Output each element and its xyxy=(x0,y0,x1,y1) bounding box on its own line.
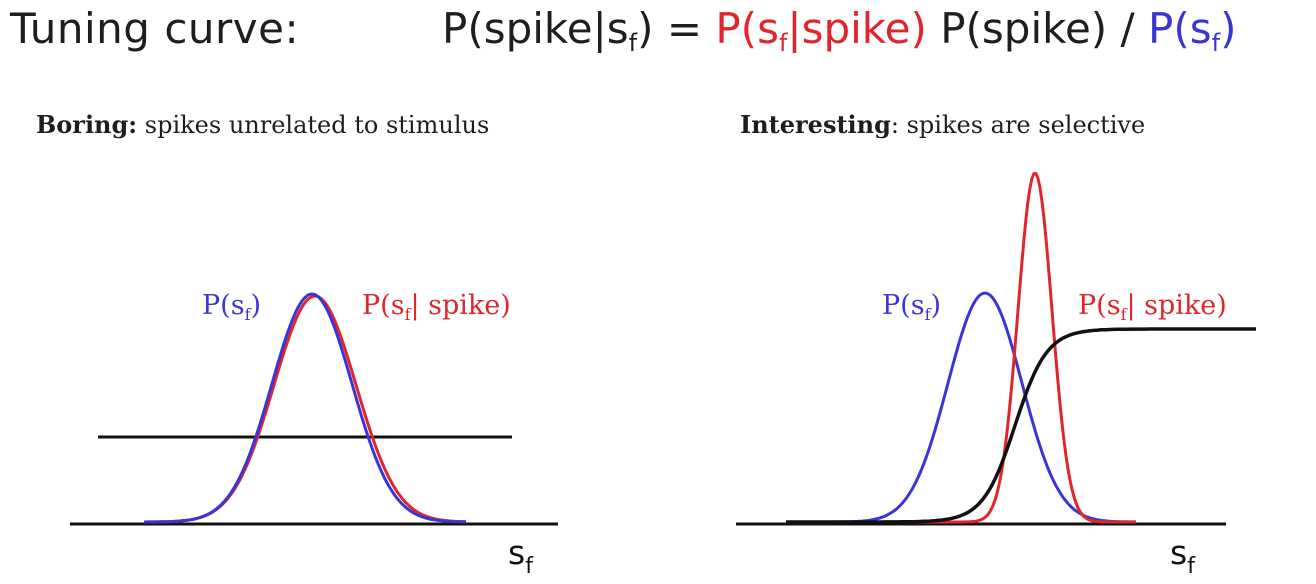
boring-plot: P(sf) P(sf| spike) sf xyxy=(70,290,558,579)
interesting-axis-label: sf xyxy=(1170,533,1196,579)
boring-panel-heading: Boring: spikes unrelated to stimulus xyxy=(36,110,490,139)
boring-axis-label: sf xyxy=(508,533,534,579)
interesting-prior-curve xyxy=(786,291,1136,524)
formula-prior-spike-term: P(spike) / xyxy=(926,4,1149,53)
interesting-sigmoid-tuning-curve xyxy=(786,327,1256,524)
formula-stimulus-prior-term: P(sf) xyxy=(1148,4,1237,57)
boring-prior-curve xyxy=(144,292,467,524)
formula-lhs: P(spike|sf) = xyxy=(442,4,716,57)
boring-prior-label: P(sf) xyxy=(202,290,261,324)
interesting-plot: P(sf) P(sf| spike) sf xyxy=(736,172,1256,579)
title-row: Tuning curve: P(spike|sf) = P(sf|spike) … xyxy=(0,0,1316,80)
slide-title: Tuning curve: xyxy=(10,4,300,53)
boring-posterior-label: P(sf| spike) xyxy=(362,290,511,324)
interesting-posterior-curve xyxy=(786,172,1136,524)
boring-posterior-curve xyxy=(144,294,466,524)
bayes-formula: P(spike|sf) = P(sf|spike) P(spike) / P(s… xyxy=(442,4,1237,57)
interesting-prior-label: P(sf) xyxy=(882,290,941,324)
interesting-posterior-label: P(sf| spike) xyxy=(1078,290,1227,324)
interesting-panel-heading: Interesting: spikes are selective xyxy=(740,110,1146,139)
formula-likelihood-term: P(sf|spike) xyxy=(715,4,927,57)
